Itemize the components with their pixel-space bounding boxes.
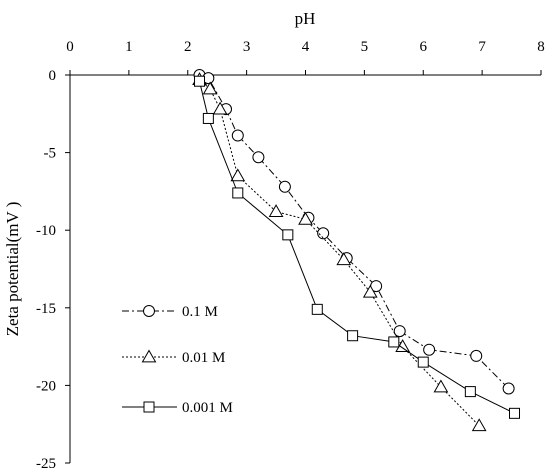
data-point-square <box>232 187 244 199</box>
data-point-circle <box>317 227 330 240</box>
data-point-circle <box>231 129 244 142</box>
data-point-square <box>464 386 476 398</box>
data-point-triangle <box>336 252 352 266</box>
data-point-square <box>388 336 400 348</box>
data-point-triangle <box>212 101 228 115</box>
x-tick-label: 5 <box>361 39 369 55</box>
data-point-circle <box>393 325 406 338</box>
series-triangle <box>192 72 487 432</box>
data-point-triangle <box>230 168 246 182</box>
legend: 0.1 M 0.01 M 0.001 M <box>122 304 233 416</box>
data-point-square <box>509 407 521 419</box>
legend-label: 0.1 M <box>182 304 218 320</box>
data-point-circle <box>278 180 291 193</box>
legend-label: 0.01 M <box>182 350 225 366</box>
data-point-square <box>194 75 206 87</box>
data-point-triangle <box>362 284 378 298</box>
data-point-circle <box>423 343 436 356</box>
data-point-square <box>202 112 214 124</box>
x-tick-label: 8 <box>537 39 545 55</box>
legend-item: 0.01 M <box>122 349 225 366</box>
x-tick-label: 6 <box>420 39 428 55</box>
data-point-triangle <box>433 379 449 393</box>
series-line <box>199 74 509 389</box>
chart-axes <box>69 74 541 463</box>
data-point-circle <box>470 349 483 362</box>
legend-marker-circle <box>143 305 155 317</box>
legend-marker-square <box>143 401 155 413</box>
y-tick-label: -15 <box>36 301 56 317</box>
x-tick-label: 7 <box>478 39 486 55</box>
legend-label: 0.001 M <box>182 400 233 416</box>
y-tick-label: -5 <box>44 146 57 162</box>
series-line <box>199 81 515 414</box>
y-tick-label: -20 <box>36 378 56 394</box>
data-point-square <box>347 330 359 342</box>
series-layer <box>192 69 521 432</box>
x-axis-ticks: 0 1 2 3 4 5 6 7 8 <box>66 39 545 75</box>
legend-item: 0.001 M <box>122 400 233 416</box>
y-tick-label: -25 <box>36 456 56 472</box>
data-point-triangle <box>471 418 487 432</box>
x-tick-label: 4 <box>302 39 310 55</box>
x-tick-label: 3 <box>243 39 251 55</box>
data-point-circle <box>252 151 265 164</box>
legend-item: 0.1 M <box>122 304 218 320</box>
x-tick-label: 1 <box>125 39 133 55</box>
data-point-triangle <box>202 81 218 95</box>
x-tick-label: 0 <box>66 39 74 55</box>
series-square <box>194 75 521 419</box>
x-tick-label: 2 <box>184 39 192 55</box>
data-point-circle <box>502 382 515 395</box>
data-point-square <box>417 356 429 368</box>
data-point-triangle <box>298 211 313 225</box>
series-circle <box>193 69 515 395</box>
data-point-square <box>282 229 294 241</box>
x-axis-title: pH <box>295 9 316 28</box>
y-tick-label: 0 <box>49 68 57 84</box>
data-point-triangle <box>268 204 284 217</box>
legend-marker-triangle <box>141 349 157 363</box>
data-point-square <box>311 303 323 315</box>
y-axis-ticks: 0 -5 -10 -15 -20 -25 <box>36 68 70 472</box>
y-axis-title: Zeta potential(mV ) <box>3 202 22 337</box>
y-tick-label: -10 <box>36 223 56 239</box>
